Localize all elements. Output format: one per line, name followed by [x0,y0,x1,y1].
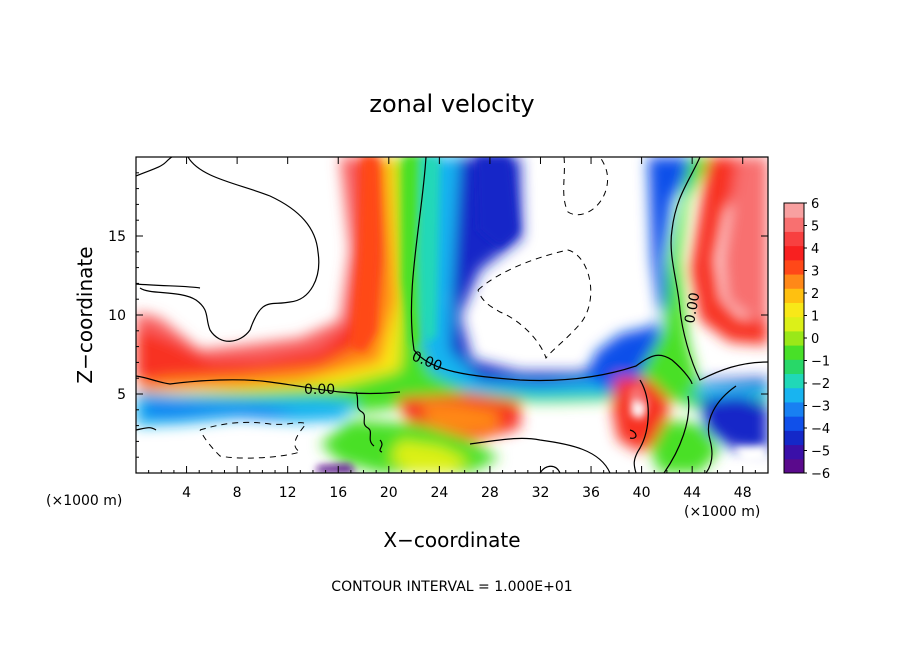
x-tick-label: 36 [582,485,600,501]
contour-lines [136,157,768,473]
x-tick-labels: 4 8 12 16 20 24 28 32 36 40 44 48 [182,485,752,501]
chart-title: zonal velocity [369,90,534,118]
colorbar-label: −5 [811,445,830,460]
contour-line [563,157,609,216]
dashed-contours [199,157,609,459]
x-tick-label: 8 [233,485,242,501]
contour-line [355,391,375,447]
colorbar-label: 0 [811,332,819,347]
colorbar-swatch [784,330,804,346]
x-axis-label: X−coordinate [383,528,520,552]
contour-line [663,395,690,473]
colorbar-swatch [784,231,804,247]
colorbar-swatch [784,458,804,474]
contour-line [199,421,307,459]
contour-line [633,379,649,473]
colorbar-label: −1 [811,355,830,370]
colorbar-swatch [784,316,804,332]
colorbar-swatch [784,245,804,261]
x-tick-label: 32 [532,485,550,501]
x-unit-left: (×1000 m) [46,493,122,509]
contour-line [136,427,157,431]
colorbar-swatch [784,203,804,218]
contour-line [629,429,637,439]
y-tick-labels: 5 10 15 [108,229,126,403]
y-tick-label: 10 [108,308,126,324]
plot-area: 0.00 0.00 0.00 [135,156,769,474]
colorbar-swatch [784,288,804,303]
colorbar-label: 6 [811,197,819,212]
x-tick-label: 20 [380,485,398,501]
velocity-field [136,157,768,473]
colorbar-swatch [784,430,804,446]
colorbar-swatch [784,217,804,232]
contour-line [477,249,592,360]
colorbar [783,202,807,474]
colorbar-label: 1 [811,310,819,325]
colorbar-labels: 6 5 4 3 2 1 0 −1 −2 −3 −4 −5 −6 [811,197,830,482]
colorbar-swatch [784,274,804,289]
contour-line [539,465,561,473]
colorbar-label: 5 [811,220,819,235]
colorbar-swatch [784,345,804,360]
colorbar-swatch [784,444,804,460]
contour-line [136,375,401,395]
x-tick-label: 48 [734,485,752,501]
colorbar-swatch [784,416,804,431]
x-tick-label: 12 [279,485,297,501]
contour-line [136,283,201,289]
colorbar-label: −4 [811,422,830,437]
contour-label: 0.00 [304,382,335,398]
x-tick-label: 40 [633,485,651,501]
colorbar-swatch [784,387,804,403]
colorbar-swatch [784,401,804,417]
x-tick-label: 28 [481,485,499,501]
contour-line [469,437,611,473]
contour-line [705,385,737,473]
x-tick-label: 4 [182,485,191,501]
colorbar-label: 4 [811,242,819,257]
contour-line [139,157,320,342]
x-tick-label: 44 [683,485,701,501]
contour-line [136,157,173,177]
x-unit-right: (×1000 m) [684,504,760,520]
colorbar-swatch [784,302,804,318]
contour-interval-note: CONTOUR INTERVAL = 1.000E+01 [331,579,572,595]
colorbar-swatch [784,373,804,389]
colorbar-label: 3 [811,265,819,280]
colorbar-label: −6 [811,467,830,482]
axis-ticks [136,157,768,473]
contour-line [410,157,693,385]
colorbar-swatch [784,259,804,275]
colorbar-label: −3 [811,400,830,415]
x-tick-label: 24 [430,485,448,501]
contour-line [379,439,383,453]
x-tick-label: 16 [329,485,347,501]
colorbar-swatch [784,359,804,375]
contour-label: 0.00 [682,291,703,324]
colorbar-label: −2 [811,377,830,392]
y-tick-label: 15 [108,229,126,245]
y-tick-label: 5 [117,387,126,403]
y-axis-label: Z−coordinate [73,246,97,383]
contour-line [670,157,768,381]
colorbar-label: 2 [811,287,819,302]
